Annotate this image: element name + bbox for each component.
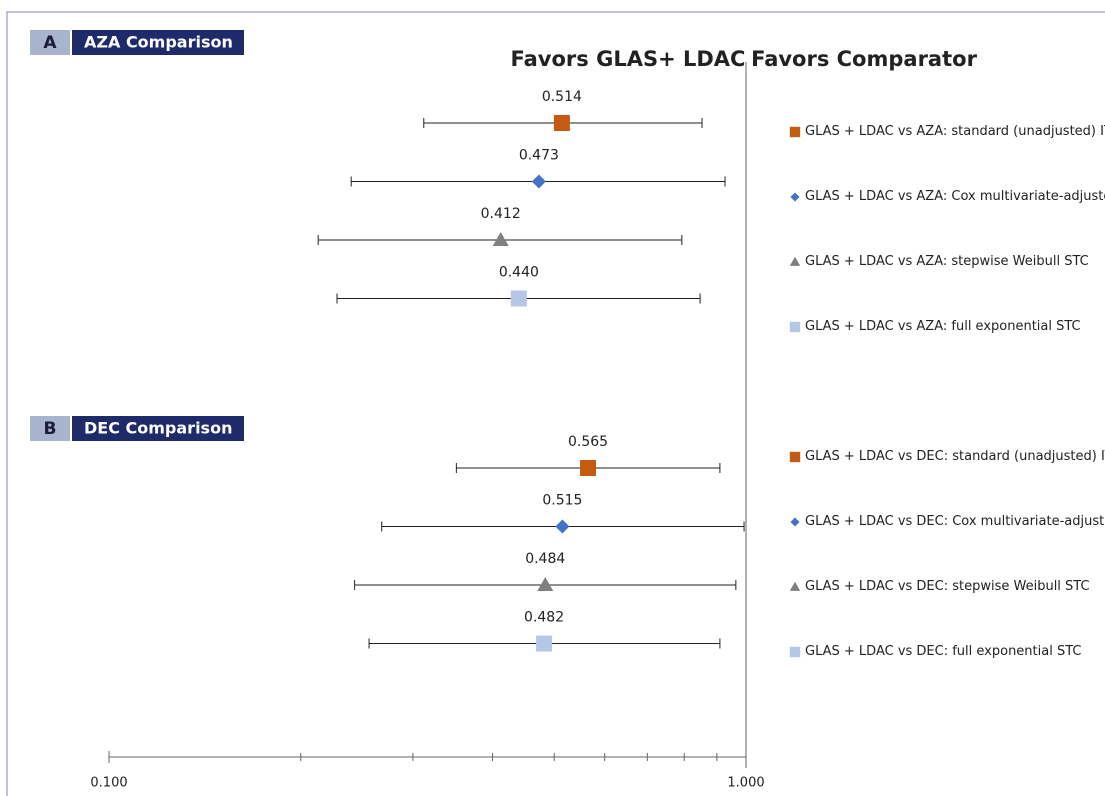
value-label: 0.515 [542,493,582,509]
legend-entry: GLAS + LDAC vs DEC: standard (unadjusted… [805,449,1105,464]
panel-title-box [72,30,244,55]
legend-marker [789,581,801,591]
marker [492,232,509,246]
legend-entry: GLAS + LDAC vs DEC: full exponential STC [805,644,1082,659]
marker [555,519,570,534]
x-tick-label: 0.100 [90,776,127,791]
x-tick-label: 1.000 [727,776,764,791]
value-label: 0.565 [568,434,608,450]
panel-title: DEC Comparison [84,419,232,438]
panel-letter-box [30,30,70,55]
legend-marker [789,126,801,138]
legend-entry: GLAS + LDAC vs DEC: stepwise Weibull STC [805,579,1090,594]
value-label: 0.440 [499,265,539,281]
panel-letter: B [44,419,57,439]
panel-letter: A [43,33,57,53]
marker [580,460,597,476]
value-label: 0.514 [542,89,582,105]
legend-entry: GLAS + LDAC vs AZA: standard (unadjusted… [805,124,1105,139]
value-label: 0.473 [519,148,559,164]
panel-title-box [72,416,244,441]
marker [536,635,553,652]
marker [531,174,546,189]
frame [6,11,1105,796]
legend-entry: GLAS + LDAC vs AZA: full exponential STC [805,319,1081,334]
legend-entry: GLAS + LDAC vs AZA: stepwise Weibull STC [805,254,1089,269]
legend-marker [789,256,801,266]
legend-entry: GLAS + LDAC vs AZA: Cox multivariate-adj… [805,189,1105,204]
marker [537,577,554,591]
legend-entry: GLAS + LDAC vs DEC: Cox multivariate-adj… [805,514,1105,529]
legend-marker [790,517,800,527]
legend-marker [789,646,801,658]
value-label: 0.482 [524,610,564,626]
value-label: 0.484 [525,551,565,567]
right-label: Favors Comparator [751,47,977,71]
panel-title: AZA Comparison [84,33,233,52]
panel-letter-box [30,416,70,441]
legend-marker [789,451,801,463]
marker [510,290,527,307]
legend-marker [790,192,800,202]
value-label: 0.412 [481,206,521,222]
legend-marker [789,321,801,333]
left-label: Favors GLAS+ LDAC [511,47,746,71]
marker [553,115,570,131]
